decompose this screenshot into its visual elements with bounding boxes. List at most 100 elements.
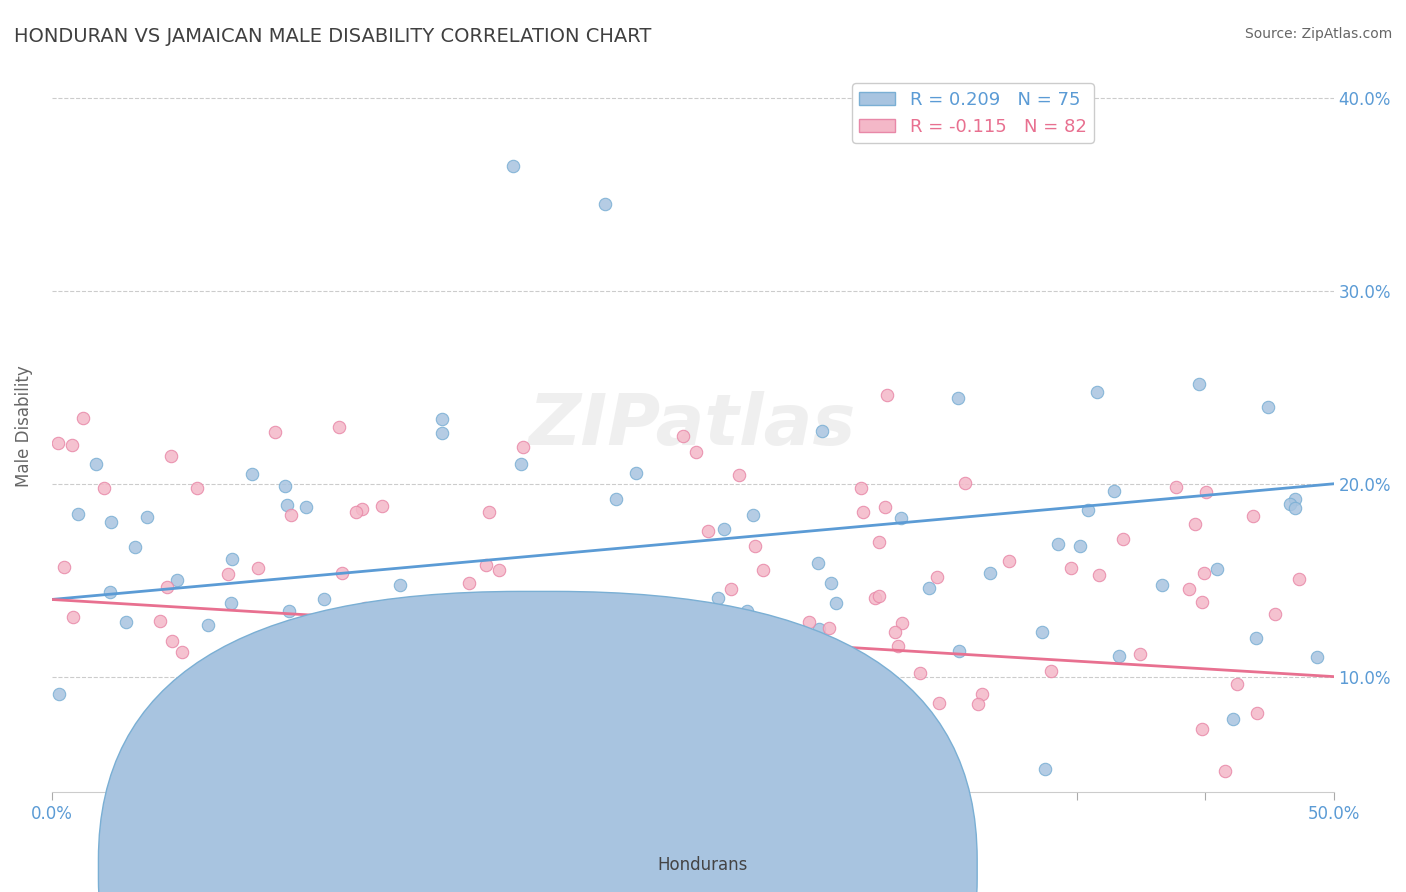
Point — [246, 561, 269, 575]
Point — [873, 500, 896, 515]
Point — [153, 710, 176, 724]
Point — [93, 481, 115, 495]
Point — [707, 591, 730, 606]
Point — [887, 639, 910, 653]
Point — [217, 566, 239, 581]
Point — [401, 596, 423, 610]
Point — [259, 633, 281, 648]
Point — [1129, 647, 1152, 661]
Point — [605, 491, 627, 506]
Point — [700, 723, 723, 738]
Point — [1244, 631, 1267, 645]
Point — [344, 505, 367, 519]
Point — [115, 615, 138, 629]
Point — [544, 714, 567, 729]
Point — [160, 450, 183, 464]
Point — [1059, 561, 1081, 575]
Point — [1241, 508, 1264, 523]
Point — [808, 622, 831, 636]
Point — [997, 554, 1019, 568]
Point — [1195, 484, 1218, 499]
Point — [52, 560, 75, 574]
Point — [1192, 566, 1215, 581]
Point — [948, 643, 970, 657]
Point — [84, 458, 107, 472]
Point — [1191, 595, 1213, 609]
Point — [350, 501, 373, 516]
Point — [979, 566, 1001, 580]
Point — [160, 634, 183, 648]
Point — [330, 566, 353, 581]
Point — [868, 535, 890, 549]
Point — [1264, 607, 1286, 621]
Point — [1257, 400, 1279, 414]
Point — [312, 591, 335, 606]
Point — [685, 445, 707, 459]
Point — [515, 688, 537, 702]
Point — [697, 524, 720, 538]
Point — [1088, 568, 1111, 582]
Point — [1102, 483, 1125, 498]
Point — [972, 687, 994, 701]
Point — [713, 522, 735, 536]
Point — [512, 440, 534, 454]
Point — [166, 573, 188, 587]
Point — [1284, 492, 1306, 507]
Point — [381, 603, 404, 617]
Point — [741, 508, 763, 522]
Point — [264, 425, 287, 439]
Point — [149, 614, 172, 628]
Point — [891, 616, 914, 631]
Point — [136, 509, 159, 524]
Point — [488, 563, 510, 577]
Point — [221, 551, 243, 566]
Point — [277, 604, 299, 618]
Point — [1184, 516, 1206, 531]
Point — [890, 511, 912, 525]
Point — [910, 666, 932, 681]
Point — [538, 642, 561, 657]
Point — [240, 753, 263, 767]
Point — [1284, 501, 1306, 516]
Point — [1111, 532, 1133, 546]
Point — [219, 596, 242, 610]
Point — [675, 602, 697, 616]
Point — [297, 643, 319, 657]
Point — [820, 576, 842, 591]
Point — [918, 581, 941, 595]
Point — [626, 466, 648, 480]
Point — [1077, 503, 1099, 517]
Point — [1108, 649, 1130, 664]
Point — [48, 687, 70, 701]
Point — [769, 725, 792, 739]
Point — [852, 505, 875, 519]
Point — [291, 693, 314, 707]
Point — [274, 479, 297, 493]
Point — [502, 159, 524, 173]
Point — [1031, 625, 1053, 640]
Point — [1226, 677, 1249, 691]
Point — [1035, 762, 1057, 776]
Point — [1246, 706, 1268, 720]
Point — [883, 625, 905, 640]
Point — [60, 438, 83, 452]
Point — [440, 619, 463, 633]
Point — [267, 650, 290, 665]
Point — [98, 585, 121, 599]
Point — [1188, 376, 1211, 391]
Point — [247, 722, 270, 736]
Point — [510, 457, 533, 471]
Y-axis label: Male Disability: Male Disability — [15, 365, 32, 487]
Point — [1152, 578, 1174, 592]
Point — [67, 507, 90, 521]
Point — [1222, 712, 1244, 726]
Point — [928, 696, 950, 710]
Point — [46, 436, 69, 450]
Point — [927, 570, 949, 584]
Point — [876, 388, 898, 402]
Point — [498, 600, 520, 615]
Point — [388, 578, 411, 592]
Point — [280, 508, 302, 522]
Point — [478, 505, 501, 519]
Point — [401, 641, 423, 656]
